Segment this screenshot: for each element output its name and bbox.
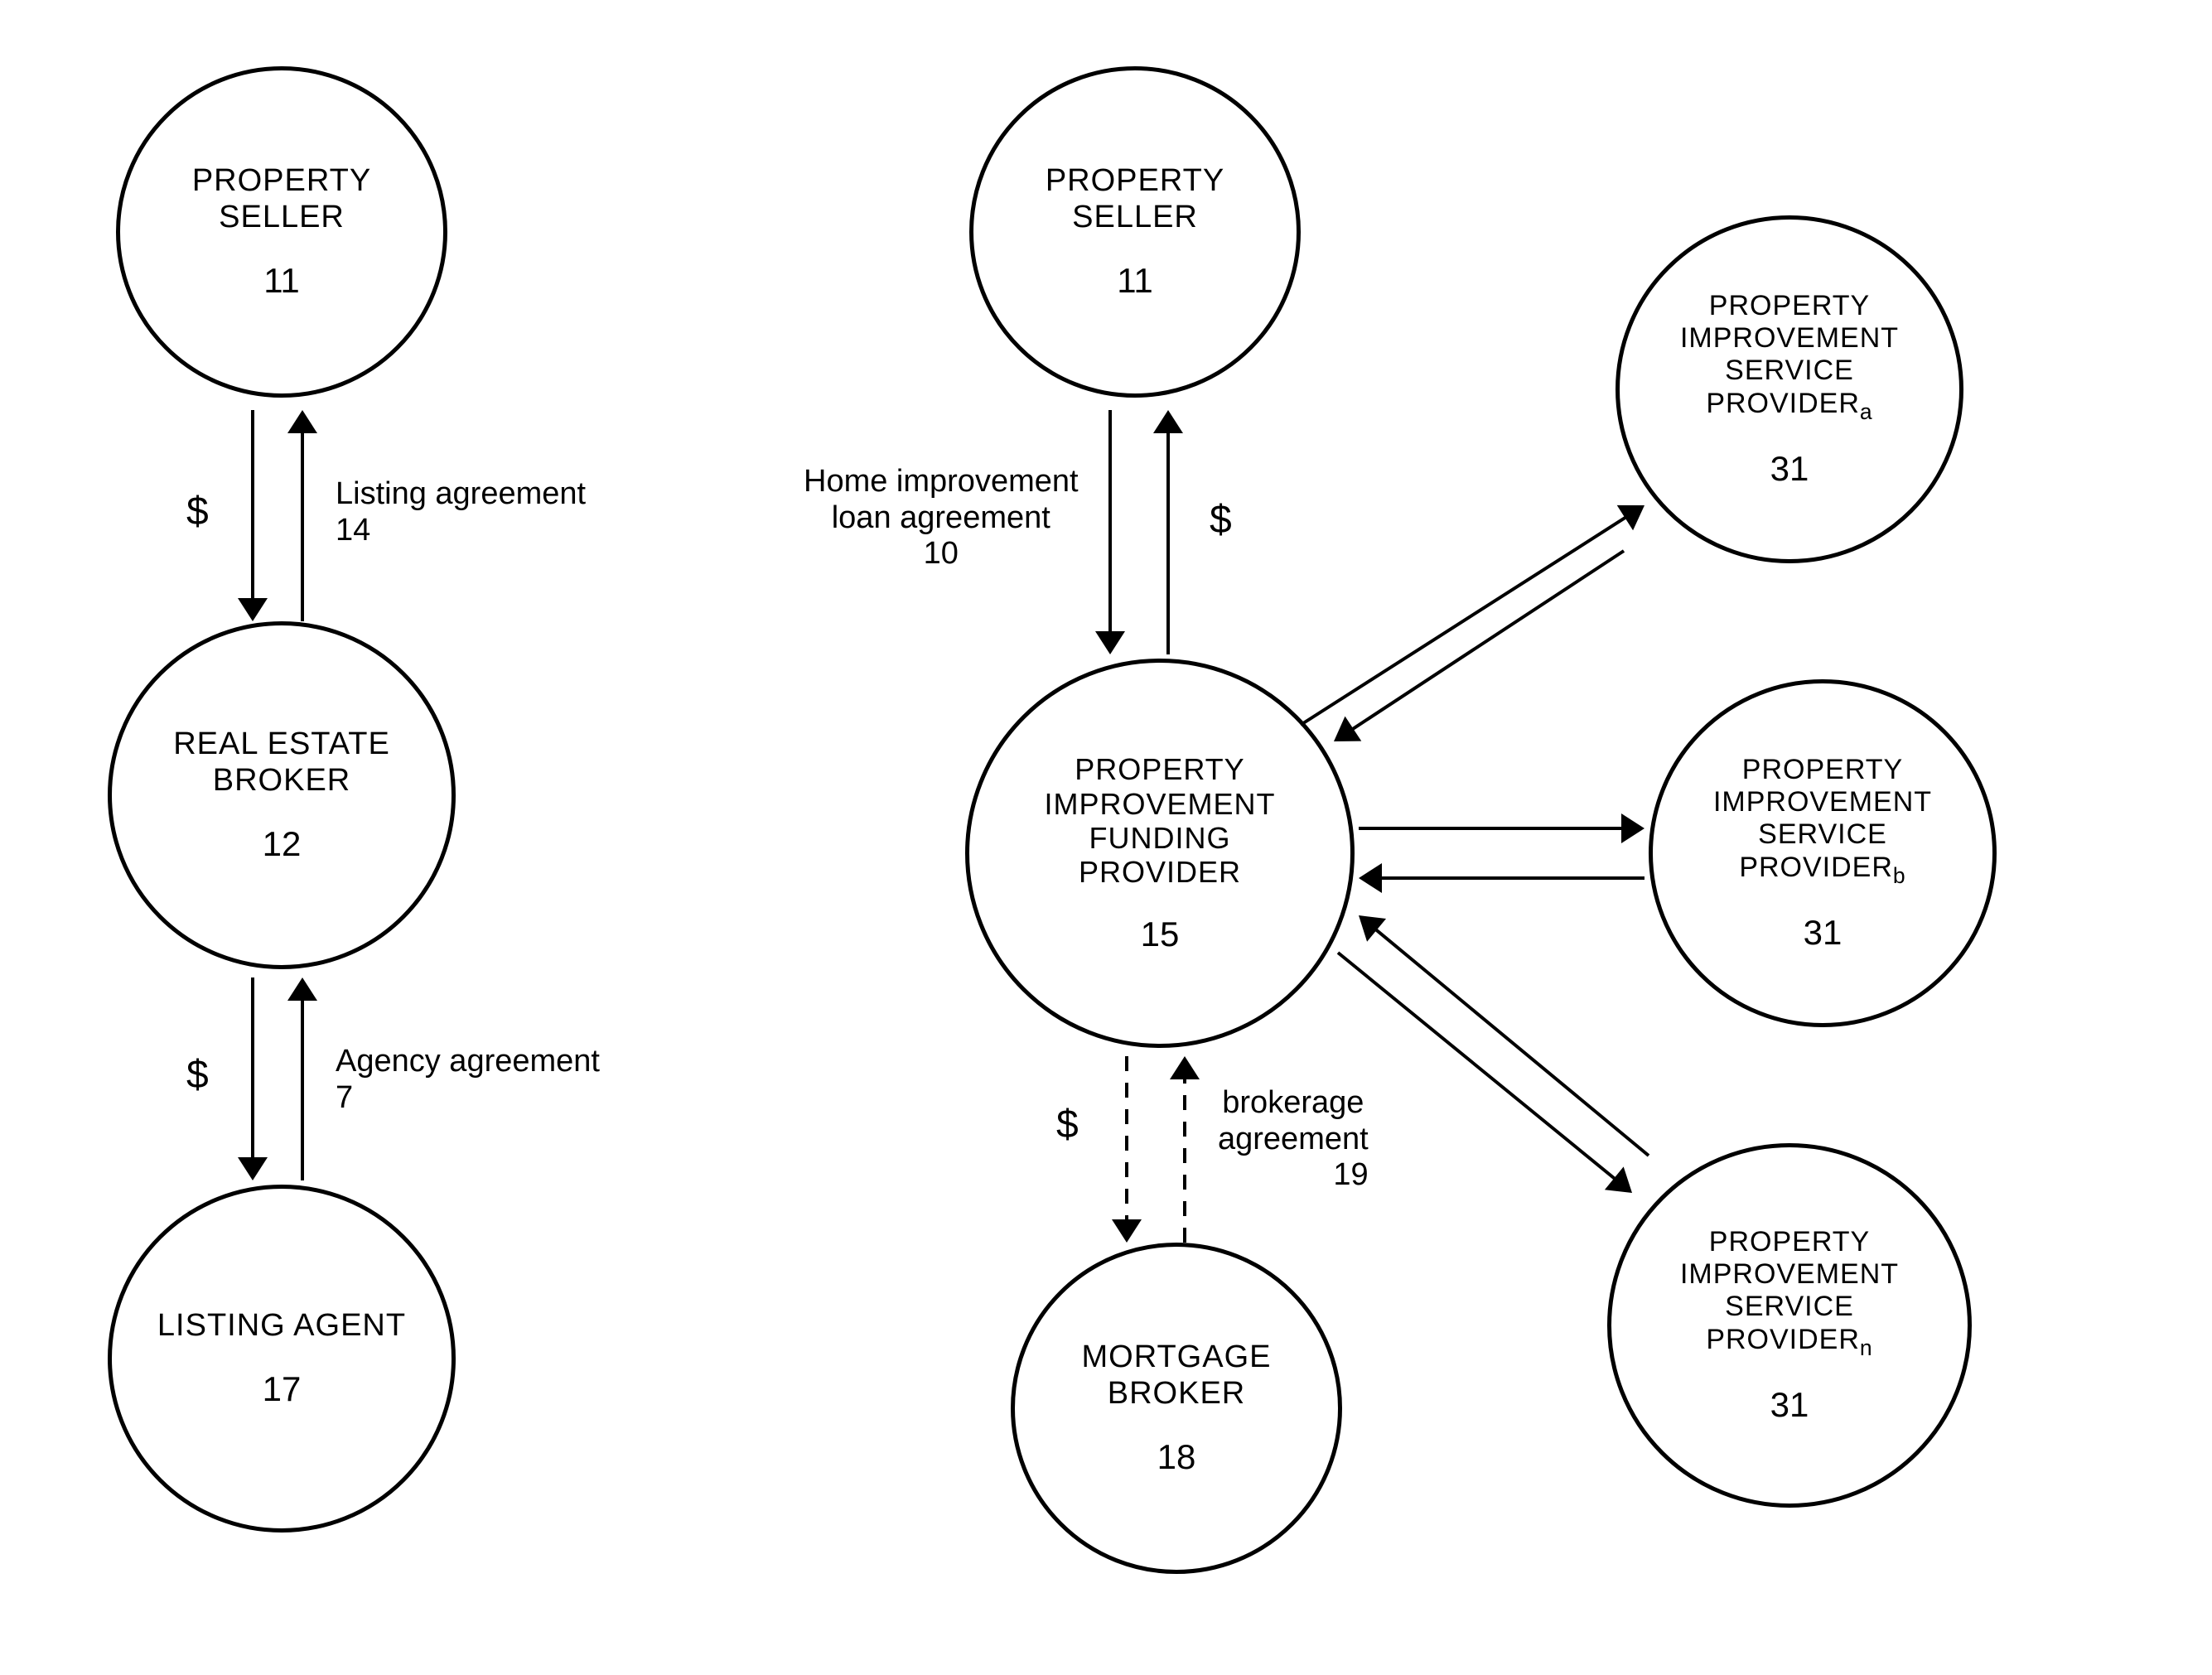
node-service-provider-n: PROPERTY IMPROVEMENT SERVICE PROVIDERn 3… <box>1607 1143 1972 1508</box>
node-real-estate-broker: REAL ESTATE BROKER 12 <box>108 621 456 969</box>
node-number: 17 <box>263 1369 302 1409</box>
node-listing-agent: LISTING AGENT 17 <box>108 1185 456 1533</box>
node-label: PROPERTY SELLER <box>149 163 414 235</box>
node-number: 11 <box>263 261 300 301</box>
edge-label-brokerage-agreement: brokerageagreement19 <box>1218 1085 1369 1194</box>
edge-label-dollar: $ <box>1210 497 1232 543</box>
node-service-provider-a: PROPERTY IMPROVEMENT SERVICE PROVIDERa 3… <box>1616 215 1963 563</box>
node-label: PROPERTY IMPROVEMENT SERVICE PROVIDERn <box>1644 1226 1935 1360</box>
edge-label-agency-agreement: Agency agreement7 <box>336 1044 600 1116</box>
node-label: LISTING AGENT <box>157 1308 406 1344</box>
node-label: MORTGAGE BROKER <box>1044 1340 1309 1412</box>
node-number: 15 <box>1141 915 1180 954</box>
edge-label-dollar: $ <box>186 489 209 534</box>
edge-label-dollar: $ <box>186 1052 209 1098</box>
node-number: 31 <box>1770 449 1809 489</box>
node-number: 12 <box>263 824 302 864</box>
node-number: 11 <box>1117 261 1153 301</box>
node-label: PROPERTY IMPROVEMENT FUNDING PROVIDER <box>1004 752 1316 890</box>
node-funding-provider: PROPERTY IMPROVEMENT FUNDING PROVIDER 15 <box>965 659 1355 1048</box>
node-service-provider-b: PROPERTY IMPROVEMENT SERVICE PROVIDERb 3… <box>1649 679 1997 1027</box>
node-label: PROPERTY IMPROVEMENT SERVICE PROVIDERb <box>1683 754 1962 888</box>
node-mortgage-broker: MORTGAGE BROKER 18 <box>1011 1243 1342 1574</box>
node-number: 18 <box>1157 1437 1196 1477</box>
node-number: 31 <box>1804 913 1843 953</box>
edge-label-dollar: $ <box>1056 1102 1079 1147</box>
node-label: REAL ESTATE BROKER <box>142 726 421 799</box>
edge-label-home-improvement-loan: Home improvementloan agreement10 <box>804 464 1079 572</box>
node-label: PROPERTY IMPROVEMENT SERVICE PROVIDERa <box>1650 290 1929 424</box>
node-property-seller-right: PROPERTY SELLER 11 <box>969 66 1301 398</box>
edge-label-listing-agreement: Listing agreement14 <box>336 476 586 548</box>
node-property-seller-left: PROPERTY SELLER 11 <box>116 66 447 398</box>
node-number: 31 <box>1770 1385 1809 1425</box>
diagram-canvas: PROPERTY SELLER 11 REAL ESTATE BROKER 12… <box>0 0 2212 1675</box>
node-label: PROPERTY SELLER <box>1002 163 1268 235</box>
